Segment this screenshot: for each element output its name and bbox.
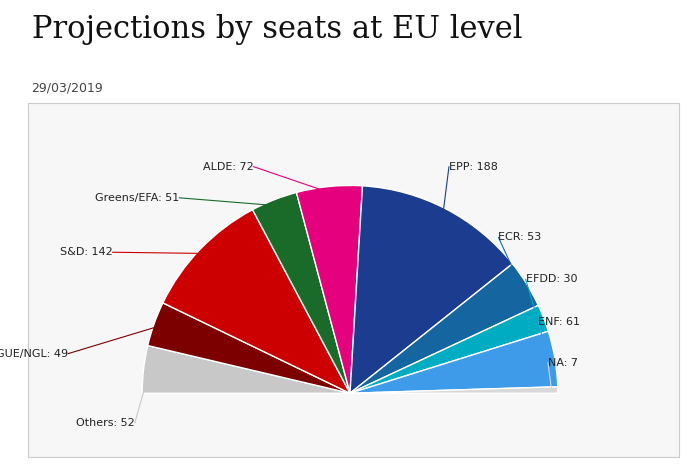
- Wedge shape: [350, 305, 548, 393]
- Text: Greens/EFA: 51: Greens/EFA: 51: [95, 193, 179, 203]
- Text: ENF: 61: ENF: 61: [538, 316, 580, 327]
- Wedge shape: [350, 186, 512, 393]
- Wedge shape: [350, 264, 538, 393]
- Wedge shape: [148, 303, 350, 393]
- Text: S&D: 142: S&D: 142: [60, 247, 113, 257]
- Text: Projections by seats at EU level: Projections by seats at EU level: [32, 14, 522, 45]
- Text: EPP: 188: EPP: 188: [449, 162, 498, 171]
- Text: ECR: 53: ECR: 53: [498, 233, 542, 242]
- Text: EFDD: 30: EFDD: 30: [526, 274, 578, 284]
- Text: GUE/NGL: 49: GUE/NGL: 49: [0, 349, 68, 359]
- Text: 29/03/2019: 29/03/2019: [32, 82, 104, 95]
- Text: ALDE: 72: ALDE: 72: [203, 162, 253, 171]
- Wedge shape: [163, 210, 350, 393]
- Wedge shape: [350, 387, 558, 393]
- Wedge shape: [253, 192, 350, 393]
- Text: Others: 52: Others: 52: [76, 418, 134, 428]
- Wedge shape: [142, 345, 350, 393]
- Text: NA: 7: NA: 7: [548, 357, 578, 368]
- Wedge shape: [350, 331, 558, 393]
- Wedge shape: [296, 185, 363, 393]
